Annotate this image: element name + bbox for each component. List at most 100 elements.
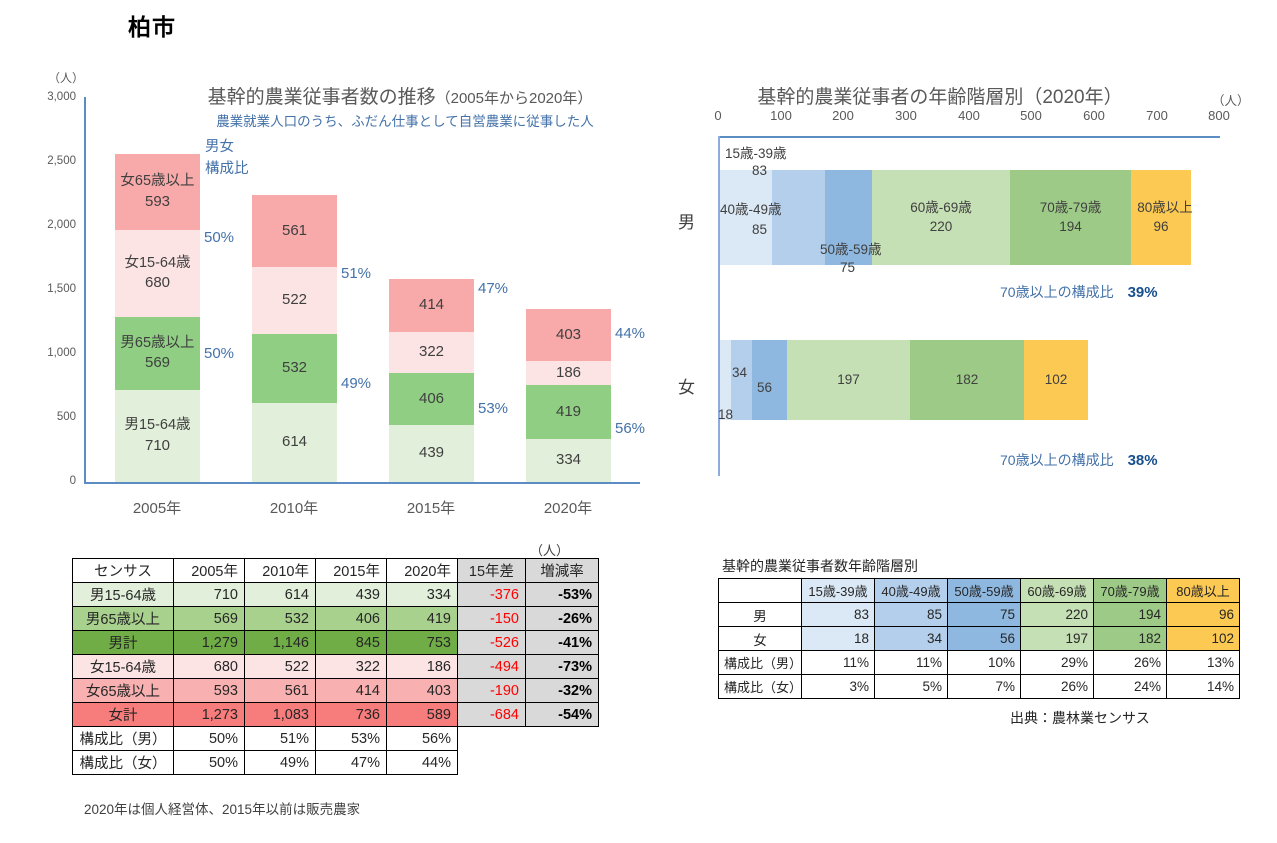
rt-head-6: 80歳以上 bbox=[1166, 578, 1240, 603]
bar-2010-f65-value: 561 bbox=[281, 221, 308, 239]
male-seg-60-69-name: 60歳-69歳 bbox=[910, 199, 972, 215]
lt-r5-c2: 736 bbox=[315, 702, 387, 727]
bar-2020-m65-value: 419 bbox=[555, 402, 582, 420]
bar-2020-f1564: 186 bbox=[526, 361, 611, 385]
ratio-legend-line2: 構成比 bbox=[205, 161, 249, 178]
bar-2020-f1564-value: 186 bbox=[555, 363, 582, 381]
lt-head-3: 2015年 bbox=[315, 558, 387, 583]
r-tick-800: 800 bbox=[1208, 108, 1230, 123]
y-tick-500: 500 bbox=[56, 411, 76, 423]
lt-r2-label: 男計 bbox=[72, 630, 174, 655]
female-comp-ratio-value: 38% bbox=[1127, 452, 1158, 469]
lt-r5-rate: -54% bbox=[525, 702, 599, 727]
lt-r3-c0: 680 bbox=[173, 654, 245, 679]
rt-r1-label: 女 bbox=[718, 626, 802, 651]
lt-r4-c3: 403 bbox=[386, 678, 458, 703]
rt-r3-c0: 3% bbox=[801, 674, 875, 699]
female-seg-70-79: 182 bbox=[910, 340, 1024, 420]
ratio-male-2015: 53% bbox=[478, 400, 509, 417]
bar-2010-m65-value: 532 bbox=[281, 359, 308, 377]
lt-r7-c0: 50% bbox=[173, 750, 245, 775]
bar-2005-f1564-value: 680 bbox=[144, 274, 171, 292]
rt-r0-c5: 96 bbox=[1166, 602, 1240, 627]
lt-r6-c0: 50% bbox=[173, 726, 245, 751]
left-chart-title-paren: （2005年から2020年） bbox=[435, 90, 593, 107]
male-seg-80plus: 80歳以上 96 bbox=[1131, 170, 1193, 265]
lt-r6-c3: 56% bbox=[386, 726, 458, 751]
lt-r4-label: 女65歳以上 bbox=[72, 678, 174, 703]
ratio-female-2015: 47% bbox=[478, 280, 509, 297]
female-seg-50-59 bbox=[752, 340, 787, 420]
lt-r6-blank1 bbox=[457, 726, 526, 751]
lt-r1-label: 男65歳以上 bbox=[72, 606, 174, 631]
rt-r1-c0: 18 bbox=[801, 626, 875, 651]
table-row: 女計 1,273 1,083 736 589 -684 -54% bbox=[72, 702, 599, 727]
female-seg-40-49 bbox=[731, 340, 752, 420]
lt-r7-c2: 47% bbox=[315, 750, 387, 775]
rt-r1-c5: 102 bbox=[1166, 626, 1240, 651]
bar-2005-m1564: 男15-64歳 710 bbox=[115, 390, 200, 482]
lt-r5-c3: 589 bbox=[386, 702, 458, 727]
table-header-row: センサス 2005年 2010年 2015年 2020年 15年差 増減率 bbox=[72, 558, 599, 583]
lt-r4-c0: 593 bbox=[173, 678, 245, 703]
lt-r6-blank2 bbox=[525, 726, 599, 751]
male-value-15-39: 83 bbox=[752, 163, 768, 178]
male-seg-70-79: 70歳-79歳 194 bbox=[1010, 170, 1131, 265]
female-seg-80plus: 102 bbox=[1024, 340, 1088, 420]
rt-r0-c2: 75 bbox=[947, 602, 1021, 627]
source-note: 出典：農林業センサス bbox=[1010, 710, 1150, 726]
right-table-title: 基幹的農業従事者数年齢階層別 bbox=[722, 558, 918, 574]
rt-r3-c1: 5% bbox=[874, 674, 948, 699]
bar-2015-f65-value: 414 bbox=[418, 296, 445, 314]
lt-r7-label: 構成比（女） bbox=[72, 750, 174, 775]
table-row: 男15-64歳 710 614 439 334 -376 -53% bbox=[72, 582, 599, 607]
ratio-female-2005: 50% bbox=[204, 229, 235, 246]
lt-r0-rate: -53% bbox=[525, 582, 599, 607]
bar-2015-m65: 406 bbox=[389, 373, 474, 425]
male-seg-60-69: 60歳-69歳 220 bbox=[872, 170, 1010, 265]
left-chart-panel: （人） 基幹的農業従事者数の推移（2005年から2020年） 農業就業人口のうち… bbox=[0, 60, 670, 530]
lt-head-2: 2010年 bbox=[244, 558, 316, 583]
rt-head-1: 15歳-39歳 bbox=[801, 578, 875, 603]
lt-r1-c0: 569 bbox=[173, 606, 245, 631]
bar-2010-m1564: 614 bbox=[252, 403, 337, 482]
ratio-legend: 男女 構成比 bbox=[205, 136, 249, 181]
x-label-2015: 2015年 bbox=[406, 500, 456, 517]
right-chart-panel: 基幹的農業従事者の年齢階層別（2020年） （人） 0 100 200 300 … bbox=[660, 60, 1277, 490]
table-row: 女 18 34 56 197 182 102 bbox=[718, 626, 1240, 651]
lt-r3-c1: 522 bbox=[244, 654, 316, 679]
x-axis-line bbox=[84, 482, 640, 484]
male-comp-ratio-value: 39% bbox=[1127, 284, 1158, 301]
r-tick-400: 400 bbox=[958, 108, 980, 123]
rt-r0-c3: 220 bbox=[1020, 602, 1094, 627]
r-tick-200: 200 bbox=[832, 108, 854, 123]
left-chart-title-main: 基幹的農業従事者数の推移 bbox=[207, 87, 436, 108]
right-chart-title: 基幹的農業従事者の年齢階層別（2020年） bbox=[757, 87, 1123, 108]
rt-r2-c3: 29% bbox=[1020, 650, 1094, 675]
rt-r0-c1: 85 bbox=[874, 602, 948, 627]
female-seg-60-69-value: 197 bbox=[837, 371, 860, 387]
bar-2015-m1564: 439 bbox=[389, 425, 474, 482]
lt-r7-c3: 44% bbox=[386, 750, 458, 775]
bar-2015-f65: 414 bbox=[389, 279, 474, 332]
rt-r2-c2: 10% bbox=[947, 650, 1021, 675]
rt-r0-c4: 194 bbox=[1093, 602, 1167, 627]
table-row: 女65歳以上 593 561 414 403 -190 -32% bbox=[72, 678, 599, 703]
lt-r0-c2: 439 bbox=[315, 582, 387, 607]
rt-r2-label: 構成比（男） bbox=[718, 650, 802, 675]
female-value-40-49: 34 bbox=[732, 365, 748, 380]
rt-r0-c0: 83 bbox=[801, 602, 875, 627]
right-chart-x-unit: （人） bbox=[1212, 94, 1250, 108]
bar-2010-m1564-value: 614 bbox=[281, 433, 308, 451]
rt-r3-c5: 14% bbox=[1166, 674, 1240, 699]
lt-r4-c2: 414 bbox=[315, 678, 387, 703]
left-chart-y-unit: （人） bbox=[48, 71, 85, 85]
lt-r6-c2: 53% bbox=[315, 726, 387, 751]
lt-head-5: 15年差 bbox=[457, 558, 526, 583]
lt-head-6: 増減率 bbox=[525, 558, 599, 583]
lt-r2-c3: 753 bbox=[386, 630, 458, 655]
rt-head-0 bbox=[718, 578, 802, 603]
lt-r6-c1: 51% bbox=[244, 726, 316, 751]
right-chart-label-female: 女 bbox=[678, 378, 695, 397]
y-axis-line bbox=[84, 97, 86, 483]
